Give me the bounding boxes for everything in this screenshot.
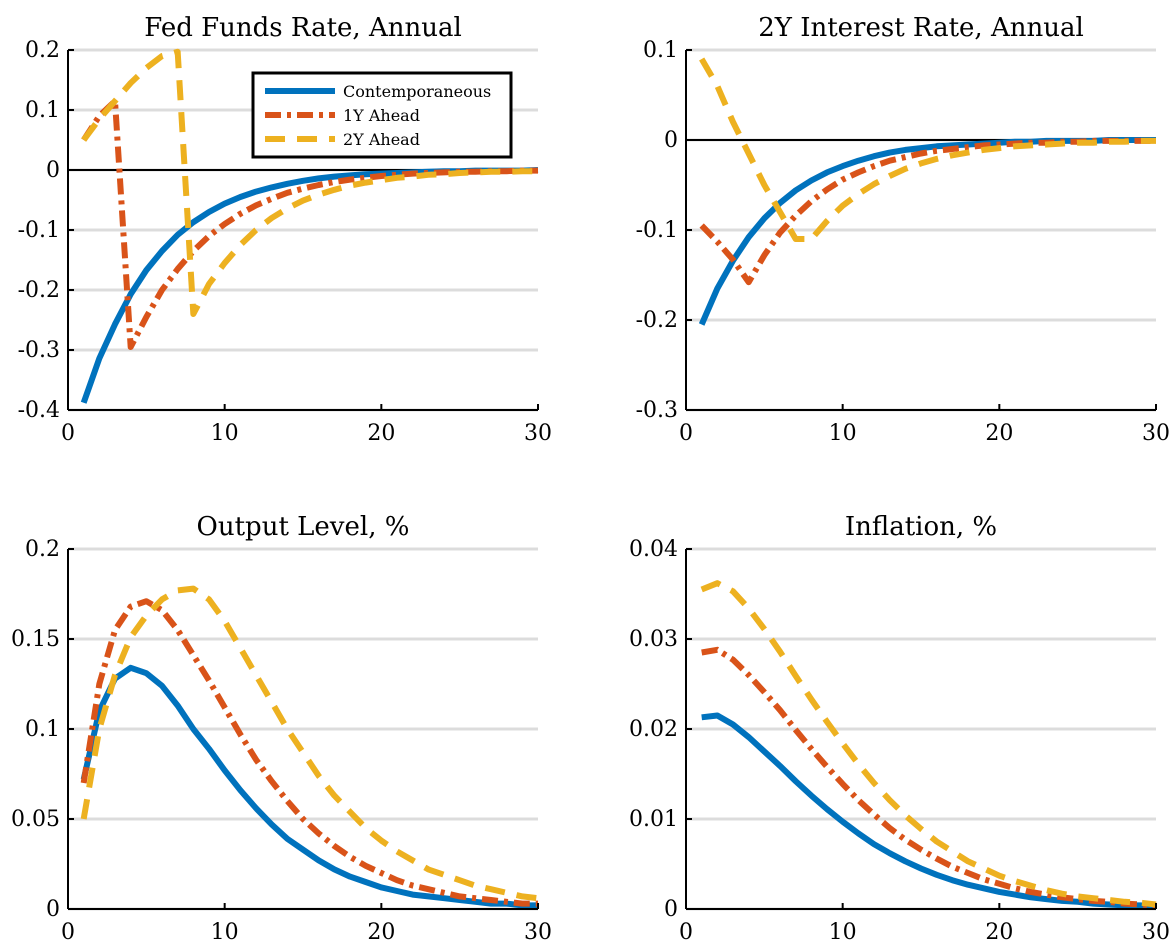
series-line-2y-ahead: [81, 48, 538, 317]
y-tick-label: 0.02: [629, 717, 678, 742]
y-tick-label: -0.2: [18, 278, 60, 303]
y-tick-label: 0.1: [643, 38, 678, 63]
chart-title: Inflation, %: [845, 512, 997, 542]
series-line-2y-ahead: [699, 57, 1156, 242]
x-tick-label: 30: [1142, 421, 1170, 446]
x-tick-label: 10: [211, 421, 239, 446]
y-tick-label: 0.01: [629, 807, 678, 832]
y-tick-label: -0.1: [636, 218, 678, 243]
x-tick-label: 20: [985, 920, 1013, 945]
chart-panel-3: 0 0.05 0.1 0.15 0.2 0 10 20 30 Output Level, %: [11, 512, 552, 945]
y-tick-label: -0.4: [18, 398, 60, 423]
x-tick-label: 30: [1142, 920, 1170, 945]
x-tick-label: 10: [829, 920, 857, 945]
chart-title: 2Y Interest Rate, Annual: [758, 13, 1084, 43]
x-tick-label: 20: [367, 920, 395, 945]
series-line-1y-ahead: [701, 646, 1157, 909]
series-line-2y-ahead: [700, 580, 1157, 908]
series-line-1y-ahead: [80, 598, 538, 907]
chart-panel-1: -0.4 -0.3 -0.2 -0.1 0 0.1 0.2 0 10 20 30 Fed Funds …: [18, 13, 552, 446]
y-tick-label: 0.1: [25, 717, 60, 742]
legend-label-contemporaneous: Contemporaneous: [343, 82, 491, 101]
legend-label-1y-ahead: 1Y Ahead: [343, 106, 420, 125]
x-tick-label: 30: [524, 920, 552, 945]
x-tick-label: 0: [61, 421, 75, 446]
x-tick-label: 0: [61, 920, 75, 945]
chart-title: Fed Funds Rate, Annual: [144, 13, 462, 43]
x-tick-label: 20: [985, 421, 1013, 446]
series-line-contemporaneous: [80, 167, 539, 404]
x-tick-label: 0: [679, 421, 693, 446]
legend-box: [251, 71, 513, 159]
y-tick-label: -0.3: [636, 398, 678, 423]
legend: Contemporaneous 1Y Ahead 2Y Ahead: [251, 71, 513, 159]
x-tick-label: 0: [679, 920, 693, 945]
chart-panel-2: -0.3 -0.2 -0.1 0 0.1 0 10 20 30 2Y Interest Rate,…: [636, 13, 1170, 446]
y-tick-label: 0: [46, 897, 60, 922]
y-tick-label: 0.05: [11, 807, 60, 832]
series-line-1y-ahead: [81, 98, 538, 350]
series-line-contemporaneous: [701, 712, 1157, 910]
y-tick-label: 0: [664, 897, 678, 922]
y-tick-label: 0.2: [25, 38, 60, 63]
x-tick-label: 10: [829, 421, 857, 446]
y-tick-label: 0: [46, 158, 60, 183]
y-tick-label: -0.2: [636, 308, 678, 333]
x-tick-label: 30: [524, 421, 552, 446]
series-line-contemporaneous: [80, 664, 538, 909]
chart-panel-4: 0 0.01 0.02 0.03 0.04 0 10 20 30 Inflation, %: [629, 512, 1170, 945]
y-tick-label: 0.2: [25, 537, 60, 562]
series-line-2y-ahead: [80, 585, 539, 902]
y-tick-label: 0: [664, 128, 678, 153]
y-tick-label: -0.1: [18, 218, 60, 243]
y-tick-label: 0.04: [629, 537, 678, 562]
y-tick-label: 0.03: [629, 627, 678, 652]
chart-title: Output Level, %: [197, 512, 410, 542]
y-tick-label: -0.3: [18, 338, 60, 363]
y-tick-label: 0.15: [11, 627, 60, 652]
y-tick-label: 0.1: [25, 98, 60, 123]
x-tick-label: 10: [211, 920, 239, 945]
series-line-contemporaneous: [698, 137, 1156, 326]
legend-label-2y-ahead: 2Y Ahead: [343, 130, 420, 149]
x-tick-label: 20: [367, 421, 395, 446]
